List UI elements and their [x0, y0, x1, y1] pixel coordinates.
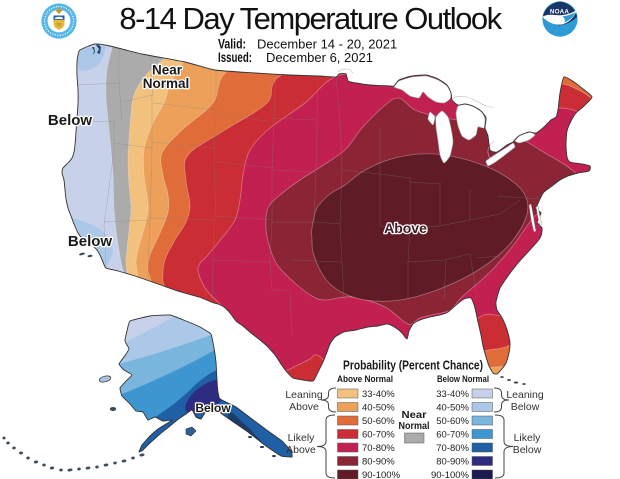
svg-text:8-14 Day Temperature Outlook: 8-14 Day Temperature Outlook — [119, 1, 502, 36]
svg-text:Likely: Likely — [288, 432, 316, 444]
svg-text:December 6, 2021: December 6, 2021 — [266, 50, 373, 65]
svg-text:Above: Above — [286, 444, 316, 456]
svg-text:Above: Above — [384, 220, 427, 236]
svg-text:Likely: Likely — [514, 432, 542, 444]
svg-text:90-100%: 90-100% — [362, 470, 401, 479]
svg-text:NOAA: NOAA — [550, 9, 570, 16]
svg-text:Below: Below — [195, 401, 231, 415]
svg-text:Leaning: Leaning — [285, 389, 323, 401]
svg-text:Issued:: Issued: — [218, 50, 252, 65]
svg-text:Probability (Percent Chance): Probability (Percent Chance) — [343, 359, 483, 373]
svg-text:70-80%: 70-80% — [436, 443, 469, 454]
svg-text:Above Normal: Above Normal — [337, 374, 393, 385]
svg-text:60-70%: 60-70% — [436, 430, 469, 441]
svg-text:Near: Near — [402, 410, 427, 421]
svg-text:Below: Below — [513, 444, 542, 456]
svg-text:33-40%: 33-40% — [436, 389, 469, 400]
svg-text:80-90%: 80-90% — [362, 457, 395, 468]
svg-text:Below: Below — [48, 112, 93, 129]
svg-text:40-50%: 40-50% — [436, 403, 469, 414]
svg-text:Below: Below — [68, 233, 113, 250]
svg-text:Leaning: Leaning — [506, 389, 544, 401]
svg-text:Above: Above — [289, 401, 319, 413]
svg-text:60-70%: 60-70% — [362, 430, 395, 441]
svg-text:80-90%: 80-90% — [436, 457, 469, 468]
svg-text:Below Normal: Below Normal — [437, 374, 489, 385]
svg-text:90-100%: 90-100% — [431, 470, 470, 479]
svg-text:70-80%: 70-80% — [362, 443, 395, 454]
svg-text:33-40%: 33-40% — [362, 389, 395, 400]
svg-text:Normal: Normal — [143, 76, 190, 91]
svg-text:50-60%: 50-60% — [362, 416, 395, 427]
svg-text:50-60%: 50-60% — [436, 416, 469, 427]
svg-text:Normal: Normal — [399, 421, 430, 432]
svg-text:Near: Near — [152, 63, 183, 78]
svg-text:Below: Below — [511, 401, 540, 413]
svg-text:December 14 - 20, 2021: December 14 - 20, 2021 — [257, 37, 397, 52]
svg-text:40-50%: 40-50% — [362, 403, 395, 414]
svg-text:Valid:: Valid: — [218, 37, 246, 52]
